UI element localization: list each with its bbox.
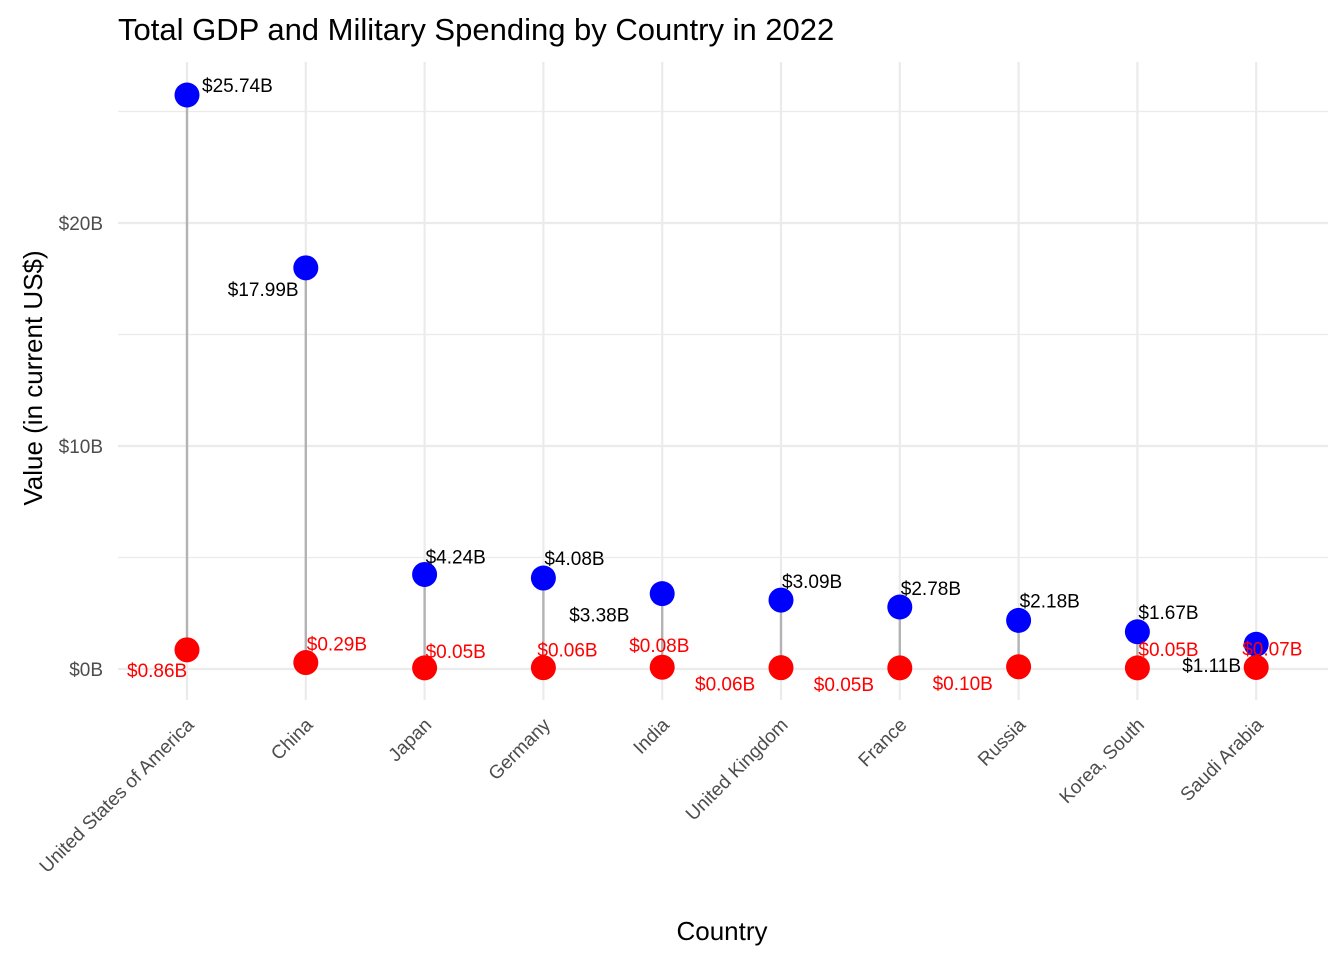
military-point (649, 654, 675, 680)
military-value-label: $0.05B (814, 675, 874, 696)
y-tick-label: $20B (59, 214, 103, 235)
military-value-label: $0.05B (426, 642, 486, 663)
military-value-label: $0.86B (127, 661, 187, 682)
x-axis-title: Country (676, 916, 767, 946)
gdp-value-label: $25.74B (202, 76, 273, 97)
gdp-point (530, 565, 556, 591)
gdp-value-label: $2.18B (1020, 591, 1080, 612)
military-value-label: $0.06B (537, 641, 597, 662)
y-tick-label: $10B (59, 437, 103, 458)
military-point (530, 655, 556, 681)
gdp-value-label: $1.67B (1138, 603, 1198, 624)
military-value-label: $0.10B (933, 674, 993, 695)
chart-title: Total GDP and Military Spending by Count… (118, 12, 834, 47)
gdp-value-label: $3.09B (782, 572, 842, 593)
military-point (1006, 654, 1032, 680)
gdp-value-label: $1.11B (1182, 656, 1241, 677)
gdp-point (768, 587, 794, 613)
military-point (412, 655, 438, 681)
military-point (174, 637, 200, 663)
gdp-point (412, 561, 438, 587)
military-point (293, 650, 319, 676)
gdp-value-label: $17.99B (228, 280, 299, 301)
grid (118, 62, 1328, 700)
military-value-label: $0.29B (307, 635, 367, 656)
gdp-point (1243, 631, 1269, 657)
gdp-value-label: $2.78B (901, 579, 961, 600)
gdp-value-label: $4.24B (426, 547, 486, 568)
points (174, 82, 1269, 681)
military-point (1243, 654, 1269, 680)
gdp-value-label: $4.08B (544, 549, 604, 570)
military-value-label: $0.05B (1138, 640, 1198, 661)
gdp-point (174, 82, 200, 108)
gdp-point (1124, 619, 1150, 645)
y-tick-label: $0B (69, 660, 103, 681)
military-point (768, 655, 794, 681)
military-point (1124, 655, 1150, 681)
gdp-point (887, 594, 913, 620)
military-point (887, 655, 913, 681)
military-value-label: $0.06B (695, 675, 755, 696)
gdp-point (1006, 607, 1032, 633)
gdp-value-label: $3.38B (569, 606, 629, 627)
military-value-label: $0.07B (1242, 639, 1302, 660)
gdp-point (293, 255, 319, 281)
data-labels: $25.74B $17.99B $4.24B $4.08B $3.38B $3.09B $2… (127, 76, 1302, 696)
gdp-point (649, 581, 675, 607)
y-axis-title: Value (in current US$) (18, 250, 48, 505)
military-value-label: $0.08B (629, 636, 689, 657)
